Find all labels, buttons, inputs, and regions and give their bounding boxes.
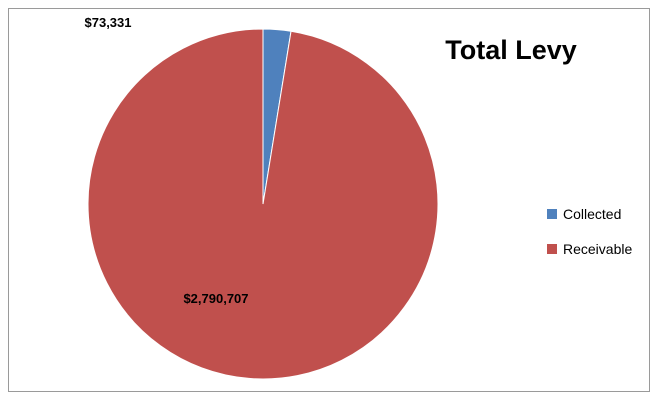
pie-slices <box>88 29 438 379</box>
data-label-collected: $73,331 <box>85 15 132 30</box>
legend: Collected Receivable <box>547 206 632 257</box>
data-label-receivable: $2,790,707 <box>183 291 248 306</box>
legend-label-collected: Collected <box>563 206 621 222</box>
chart-title: Total Levy <box>445 35 577 65</box>
legend-item-receivable: Receivable <box>547 241 632 257</box>
pie-slice-receivable <box>88 29 438 379</box>
legend-swatch-receivable <box>547 244 557 254</box>
legend-swatch-collected <box>547 209 557 219</box>
legend-item-collected: Collected <box>547 206 621 222</box>
legend-label-receivable: Receivable <box>563 241 632 257</box>
